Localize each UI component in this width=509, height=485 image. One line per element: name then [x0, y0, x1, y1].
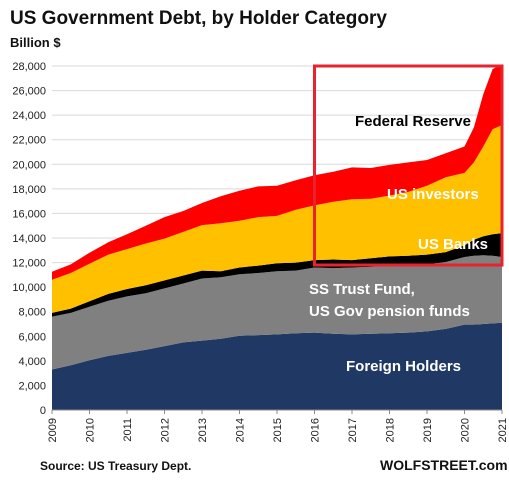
y-tick-label: 28,000	[12, 61, 46, 73]
area-federal-reserve	[52, 64, 502, 280]
brand-label: WOLFSTREET.com	[380, 457, 508, 473]
y-axis-ticks: 0 2,000 4,000 6,000 8,000 10,000 12,000 14,000 1…	[12, 61, 46, 417]
highlight-box	[313, 64, 504, 267]
x-tick-label: 2017	[347, 418, 359, 442]
y-tick-label: 12,000	[12, 258, 46, 270]
x-tick-label: 2013	[197, 418, 209, 442]
x-tick-label: 2014	[235, 418, 247, 442]
annotation-federal-reserve: Federal Reserve	[355, 113, 471, 130]
y-tick-label: 20,000	[12, 159, 46, 171]
source-note: Source: US Treasury Dept.	[40, 459, 191, 473]
y-tick-label: 16,000	[12, 208, 46, 220]
annotation-us-investors: US investors	[387, 186, 479, 203]
x-tick-label: 2011	[122, 418, 134, 442]
y-tick-label: 26,000	[12, 86, 46, 98]
annotation-us-gov-pension-funds: US Gov pension funds	[309, 303, 470, 320]
y-tick-label: 4,000	[18, 356, 46, 368]
annotation-foreign-holders: Foreign Holders	[346, 358, 461, 375]
x-tick-label: 2019	[422, 418, 434, 442]
x-tick-label: 2010	[85, 418, 97, 442]
annotation-us-banks: US Banks	[418, 236, 488, 253]
y-tick-label: 18,000	[12, 184, 46, 196]
x-tick-label: 2021	[497, 418, 509, 442]
y-tick-label: 2,000	[18, 380, 46, 392]
y-tick-label: 14,000	[12, 233, 46, 245]
x-tick-label: 2009	[47, 418, 59, 442]
y-axis-unit-label: Billion $	[10, 35, 61, 50]
y-tick-label: 22,000	[12, 135, 46, 147]
x-tick-label: 2015	[272, 418, 284, 442]
area-ss-trust-fund-us-gov-pension-funds	[52, 255, 502, 370]
x-axis-ticks: 2009 2010 2011 2012 2013 2014 2015 2016 2017 2018…	[47, 409, 509, 442]
x-tick-label: 2020	[460, 418, 472, 442]
stacked-areas	[52, 64, 502, 410]
y-tick-label: 6,000	[18, 331, 46, 343]
area-annotations: Federal Reserve US investors US Banks SS…	[309, 113, 488, 375]
annotation-ss-trust-fund: SS Trust Fund,	[309, 281, 415, 298]
y-tick-label: 24,000	[12, 110, 46, 122]
chart-title: US Government Debt, by Holder Category	[10, 8, 387, 29]
y-tick-label: 0	[40, 405, 46, 417]
x-tick-label: 2016	[310, 418, 322, 442]
x-tick-label: 2018	[385, 418, 397, 442]
y-tick-label: 8,000	[18, 307, 46, 319]
y-tick-label: 10,000	[12, 282, 46, 294]
x-tick-label: 2012	[160, 418, 172, 442]
area-us-investors	[52, 125, 502, 313]
area-foreign-holders	[52, 322, 502, 410]
